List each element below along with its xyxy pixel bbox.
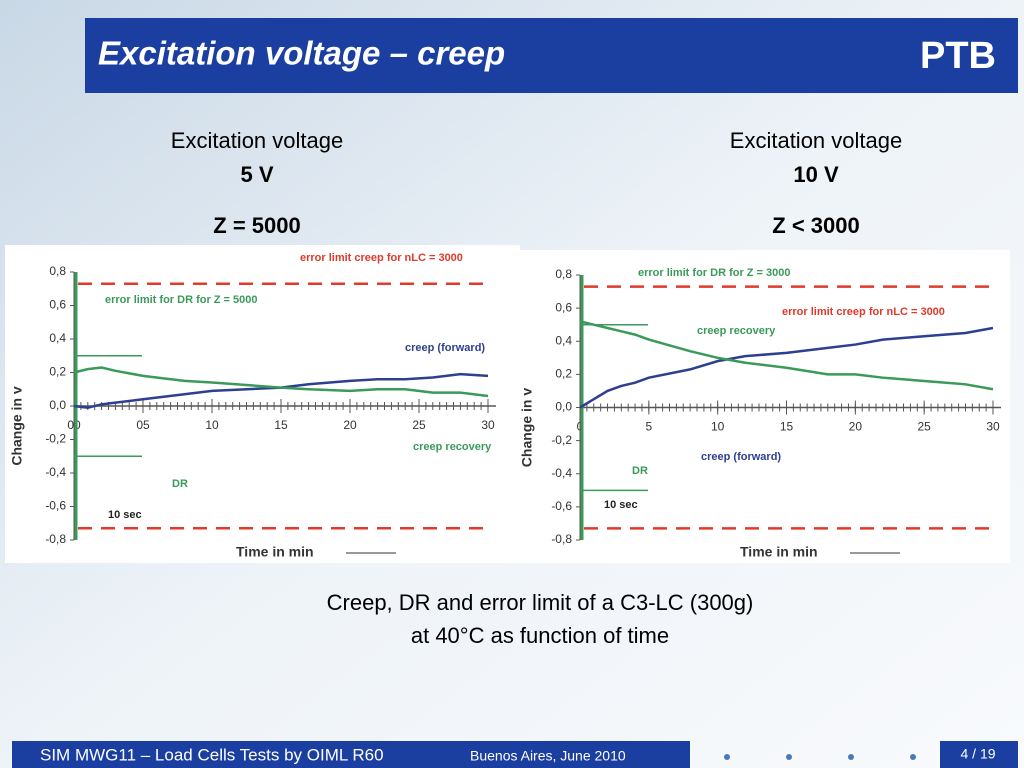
y-tick-label: -0,6 [551, 499, 572, 513]
y-tick-label: 0,0 [555, 400, 572, 414]
y-tick-label: -0,4 [551, 466, 572, 480]
y-axis-label: Change in v [9, 386, 25, 466]
x-tick-label: 00 [67, 418, 81, 432]
header-bar [85, 18, 1018, 93]
x-tick-label: 5 [645, 420, 652, 434]
series-line [579, 320, 994, 391]
x-tick-label: 30 [481, 418, 495, 432]
series-line [579, 326, 994, 409]
x-tick-label: 20 [343, 418, 357, 432]
slide-title: Excitation voltage – creep [98, 35, 505, 72]
logo: PTB [920, 35, 996, 77]
x-tick-label: 15 [274, 418, 288, 432]
annotation: error limit for DR for Z = 3000 [638, 267, 791, 279]
annotation: 10 sec [604, 499, 638, 511]
y-tick-label: -0,2 [45, 432, 66, 446]
x-axis-label: Time in min [236, 544, 314, 560]
annotation: creep (forward) [405, 342, 485, 354]
y-tick-label: 0,8 [49, 264, 66, 278]
annotation: creep (forward) [701, 451, 781, 463]
footer-dots [724, 754, 916, 760]
caption: at 40°C as function of time [411, 623, 669, 648]
y-tick-label: 0,6 [49, 298, 66, 312]
column-heading: Excitation voltage [171, 128, 343, 153]
y-tick-label: 0,2 [49, 365, 66, 379]
chart-panel [5, 245, 520, 563]
annotation: error limit creep for nLC = 3000 [300, 252, 463, 264]
series-line [73, 366, 489, 398]
y-tick-label: 0,4 [555, 333, 572, 347]
annotation: error limit for DR for Z = 5000 [105, 294, 258, 306]
annotation: 10 sec [108, 509, 142, 521]
annotation: error limit creep for nLC = 3000 [782, 306, 945, 318]
x-tick-label: 05 [136, 418, 150, 432]
x-axis-label: Time in min [740, 544, 818, 560]
x-tick-label: 30 [986, 420, 1000, 434]
y-tick-label: -0,6 [45, 499, 66, 513]
annotation: creep recovery [413, 441, 492, 453]
footer-text: Buenos Aires, June 2010 [470, 748, 626, 764]
y-tick-label: 0,4 [49, 331, 66, 345]
x-tick-label: 10 [711, 420, 725, 434]
y-tick-label: 0,2 [555, 367, 572, 381]
y-tick-label: 0,6 [555, 300, 572, 314]
column-heading: 5 V [240, 162, 273, 187]
x-tick-label: 25 [412, 418, 426, 432]
chart-panel [516, 250, 1010, 563]
column-heading: Z = 5000 [213, 213, 300, 238]
column-heading: 10 V [793, 162, 839, 187]
annotation: DR [632, 465, 648, 477]
y-tick-label: -0,8 [45, 532, 66, 546]
y-tick-label: 0,8 [555, 267, 572, 281]
y-tick-label: 0,0 [49, 398, 66, 412]
column-heading: Excitation voltage [730, 128, 902, 153]
y-tick-label: -0,8 [551, 532, 572, 546]
x-tick-label: 20 [849, 420, 863, 434]
footer-bar [940, 741, 1018, 768]
x-tick-label: 10 [205, 418, 219, 432]
footer-bar [12, 741, 690, 768]
annotation: creep recovery [697, 325, 776, 337]
annotation: DR [172, 478, 188, 490]
y-tick-label: -0,4 [45, 465, 66, 479]
x-tick-label: 0 [577, 420, 584, 434]
footer-text: SIM MWG11 – Load Cells Tests by OIML R60 [40, 745, 384, 764]
x-tick-label: 15 [780, 420, 794, 434]
x-tick-label: 25 [917, 420, 931, 434]
caption: Creep, DR and error limit of a C3-LC (30… [327, 590, 754, 615]
column-heading: Z < 3000 [772, 213, 859, 238]
y-axis-label: Change in v [519, 388, 535, 468]
y-tick-label: -0,2 [551, 433, 572, 447]
page-number: 4 / 19 [960, 746, 995, 762]
